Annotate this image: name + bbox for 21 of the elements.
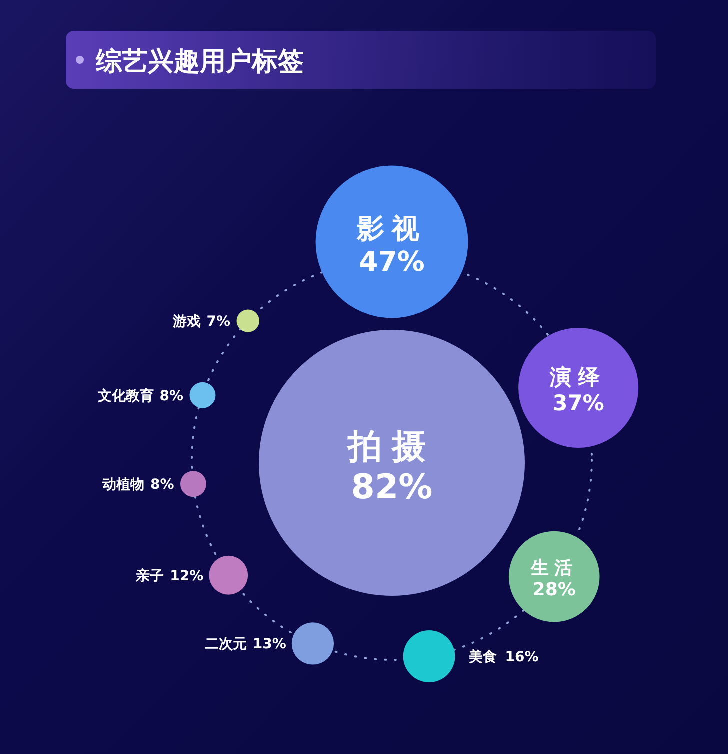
data-label: 82% xyxy=(351,468,433,508)
category-label: 亲子 xyxy=(135,567,164,584)
data-label: 13% xyxy=(252,636,286,653)
data-label: 37% xyxy=(552,392,604,417)
data-label: 12% xyxy=(170,568,204,584)
data-label: 8% xyxy=(150,477,174,494)
category-label: 演绎 xyxy=(549,364,608,391)
data-label: 8% xyxy=(160,388,184,404)
category-label: 二次元 xyxy=(204,636,247,653)
category-label: 动植物 xyxy=(101,477,144,494)
category-label: 生活 xyxy=(530,558,578,580)
data-label: 16% xyxy=(505,649,539,666)
category-label: 文化教育 xyxy=(96,387,154,404)
category-label: 美食 xyxy=(468,648,498,666)
category-label: 影视 xyxy=(356,214,428,245)
data-label: 28% xyxy=(532,580,576,601)
category-label: 游戏 xyxy=(172,314,201,330)
category-label: 拍摄 xyxy=(346,426,436,467)
data-label: 7% xyxy=(206,314,231,330)
text: 综艺兴趣用户标签 xyxy=(95,47,304,77)
data-label: 47% xyxy=(359,246,425,278)
